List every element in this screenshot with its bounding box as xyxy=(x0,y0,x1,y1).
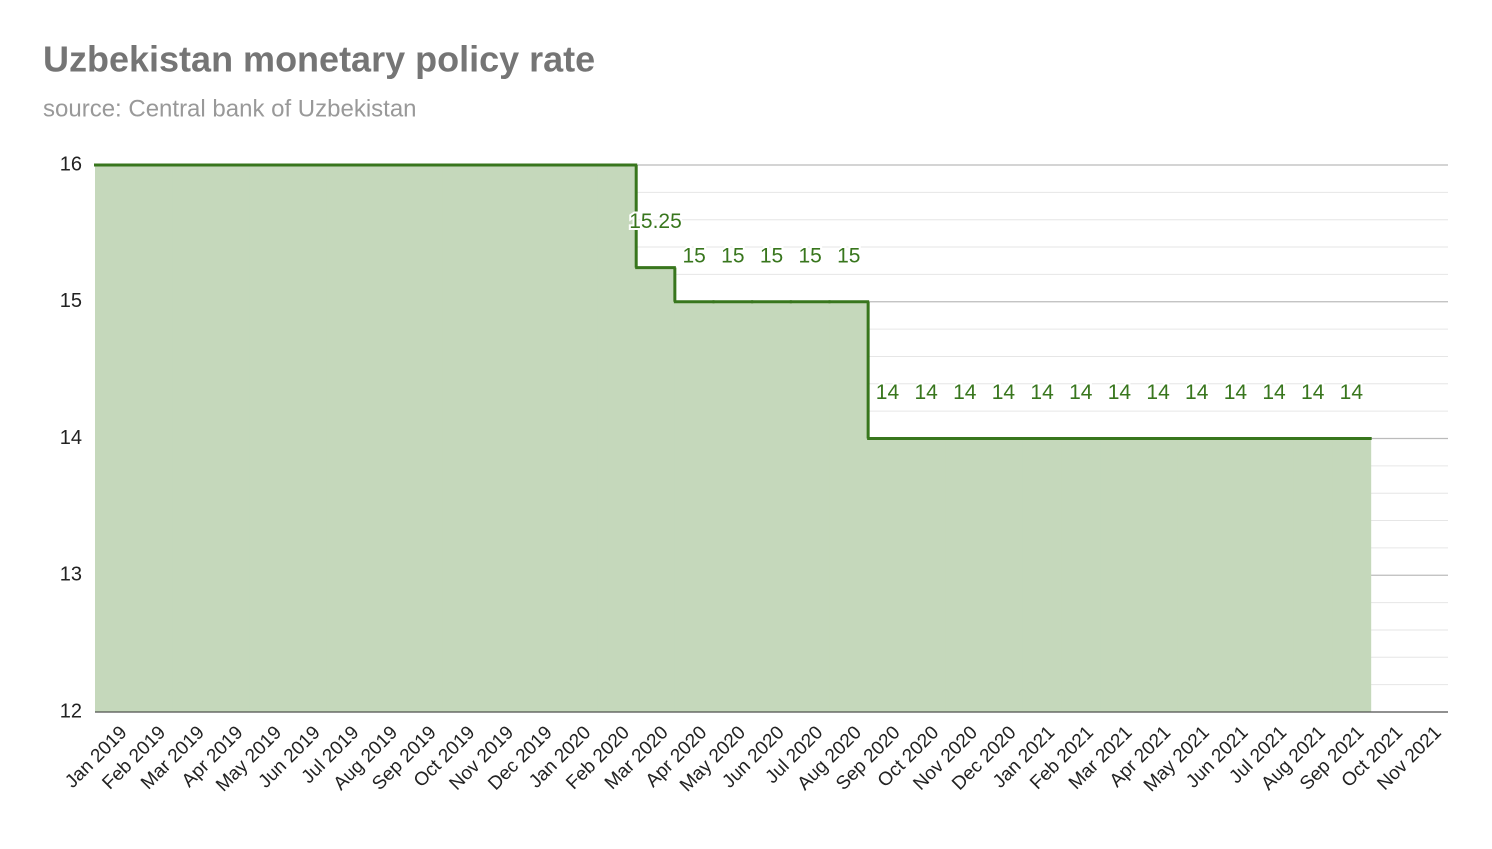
data-label: 14 xyxy=(1262,381,1286,404)
area-step xyxy=(1138,438,1178,712)
area-step xyxy=(288,165,328,712)
area-step xyxy=(597,165,637,712)
area-step xyxy=(1022,438,1062,712)
area-step xyxy=(674,301,715,712)
area-step xyxy=(520,165,560,712)
data-label: 14 xyxy=(876,381,900,404)
area-step xyxy=(365,165,405,712)
y-tick-label: 13 xyxy=(60,564,82,586)
area-step xyxy=(326,165,367,712)
area-step xyxy=(636,267,676,712)
area-step xyxy=(210,165,251,712)
area-step xyxy=(442,165,483,712)
area-step xyxy=(790,301,830,712)
data-label: 14 xyxy=(1301,381,1325,404)
area-step xyxy=(404,165,444,712)
data-label: 15.25 xyxy=(629,210,682,233)
area-step xyxy=(133,165,173,712)
area-step xyxy=(1254,438,1294,712)
data-label: 15 xyxy=(721,244,744,267)
y-tick-label: 12 xyxy=(60,700,82,722)
data-label: 14 xyxy=(1146,381,1170,404)
area-step xyxy=(1332,438,1372,712)
area-step xyxy=(558,165,599,712)
y-tick-label: 16 xyxy=(60,153,82,175)
data-label: 14 xyxy=(1224,381,1248,404)
area-step xyxy=(1293,438,1333,712)
data-label: 14 xyxy=(1030,381,1054,404)
data-label: 14 xyxy=(1108,381,1132,404)
area-step xyxy=(829,301,869,712)
y-tick-label: 14 xyxy=(60,427,82,449)
area-step xyxy=(713,301,753,712)
data-label: 14 xyxy=(1069,381,1093,404)
area-step xyxy=(984,438,1024,712)
area-step xyxy=(1100,438,1140,712)
area-step xyxy=(481,165,521,712)
y-tick-label: 15 xyxy=(60,290,82,312)
chart-subtitle: source: Central bank of Uzbekistan xyxy=(43,95,417,122)
data-label: 15 xyxy=(837,244,860,267)
data-label: 14 xyxy=(992,381,1016,404)
area-step xyxy=(95,165,135,712)
data-label: 15 xyxy=(683,244,706,267)
data-label: 14 xyxy=(953,381,977,404)
area-step xyxy=(752,301,792,712)
area-step xyxy=(945,438,985,712)
area-step xyxy=(868,438,908,712)
area-step xyxy=(1216,438,1256,712)
data-label: 15 xyxy=(798,244,821,267)
data-label: 14 xyxy=(1340,381,1364,404)
area-step xyxy=(1061,438,1101,712)
area-step xyxy=(906,438,946,712)
data-label: 14 xyxy=(1185,381,1209,404)
chart-title: Uzbekistan monetary policy rate xyxy=(43,39,595,80)
area-step xyxy=(1177,438,1217,712)
data-label: 14 xyxy=(914,381,938,404)
area-step xyxy=(172,165,212,712)
area-step xyxy=(249,165,289,712)
data-label: 15 xyxy=(760,244,783,267)
